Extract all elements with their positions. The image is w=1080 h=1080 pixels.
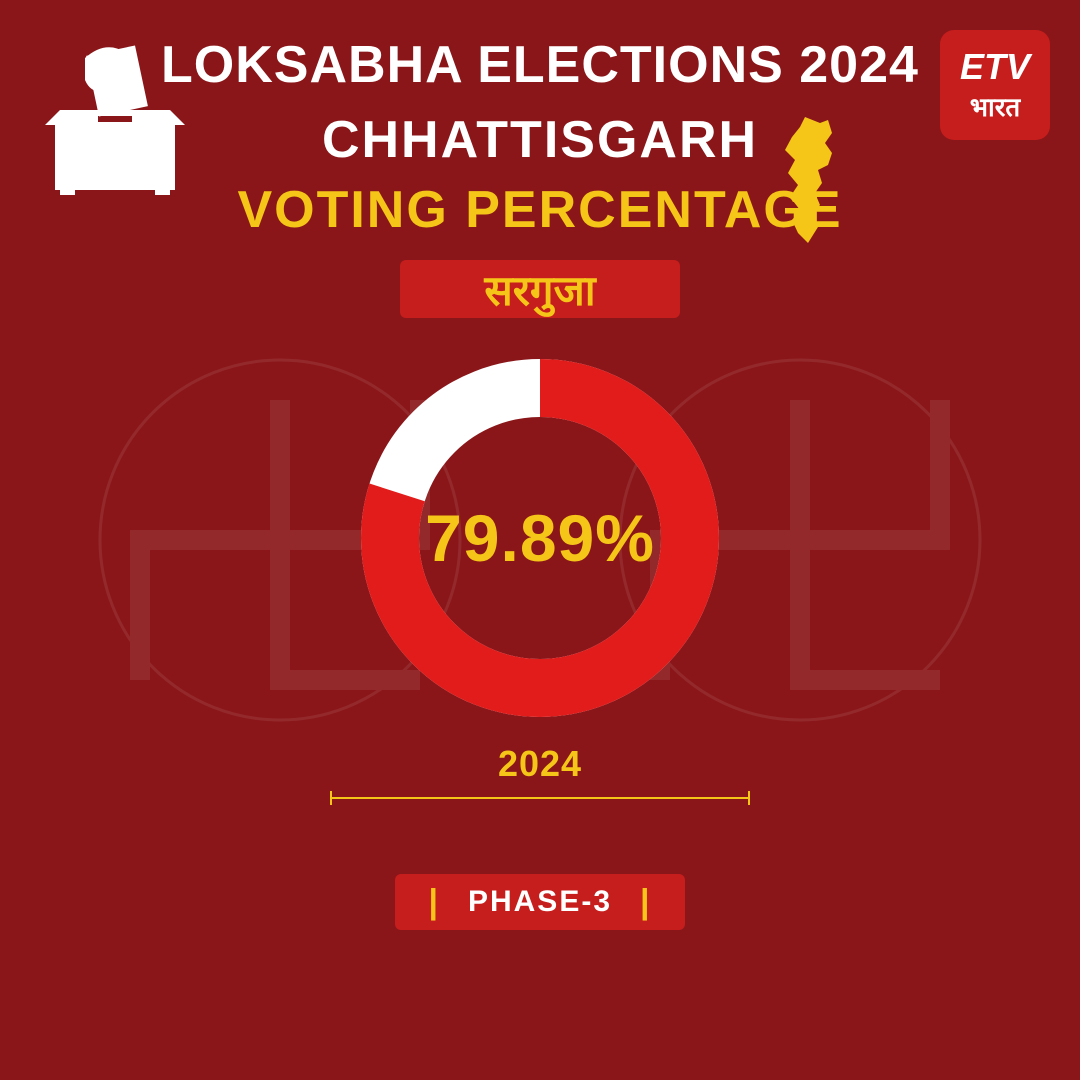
constituency-badge: सरगुजा [400, 260, 680, 318]
donut-chart: 79.89% [350, 348, 730, 728]
chhattisgarh-map-icon [770, 115, 850, 255]
divider-line [330, 797, 750, 799]
phase-bar-left: | [428, 883, 440, 922]
header: LOKSABHA ELECTIONS 2024 CHHATTISGARH VOT… [0, 0, 1080, 240]
constituency-name: सरगुजा [484, 261, 595, 318]
percentage-value: 79.89% [425, 500, 655, 576]
year-label: 2024 [0, 743, 1080, 785]
title-line3: VOTING PERCENTAGE [0, 180, 1080, 240]
phase-label: PHASE-3 [468, 885, 612, 919]
phase-bar-right: | [640, 883, 652, 922]
title-line2: CHHATTISGARH [0, 110, 1080, 170]
phase-badge: | PHASE-3 | [395, 874, 685, 930]
title-line1: LOKSABHA ELECTIONS 2024 [0, 35, 1080, 95]
